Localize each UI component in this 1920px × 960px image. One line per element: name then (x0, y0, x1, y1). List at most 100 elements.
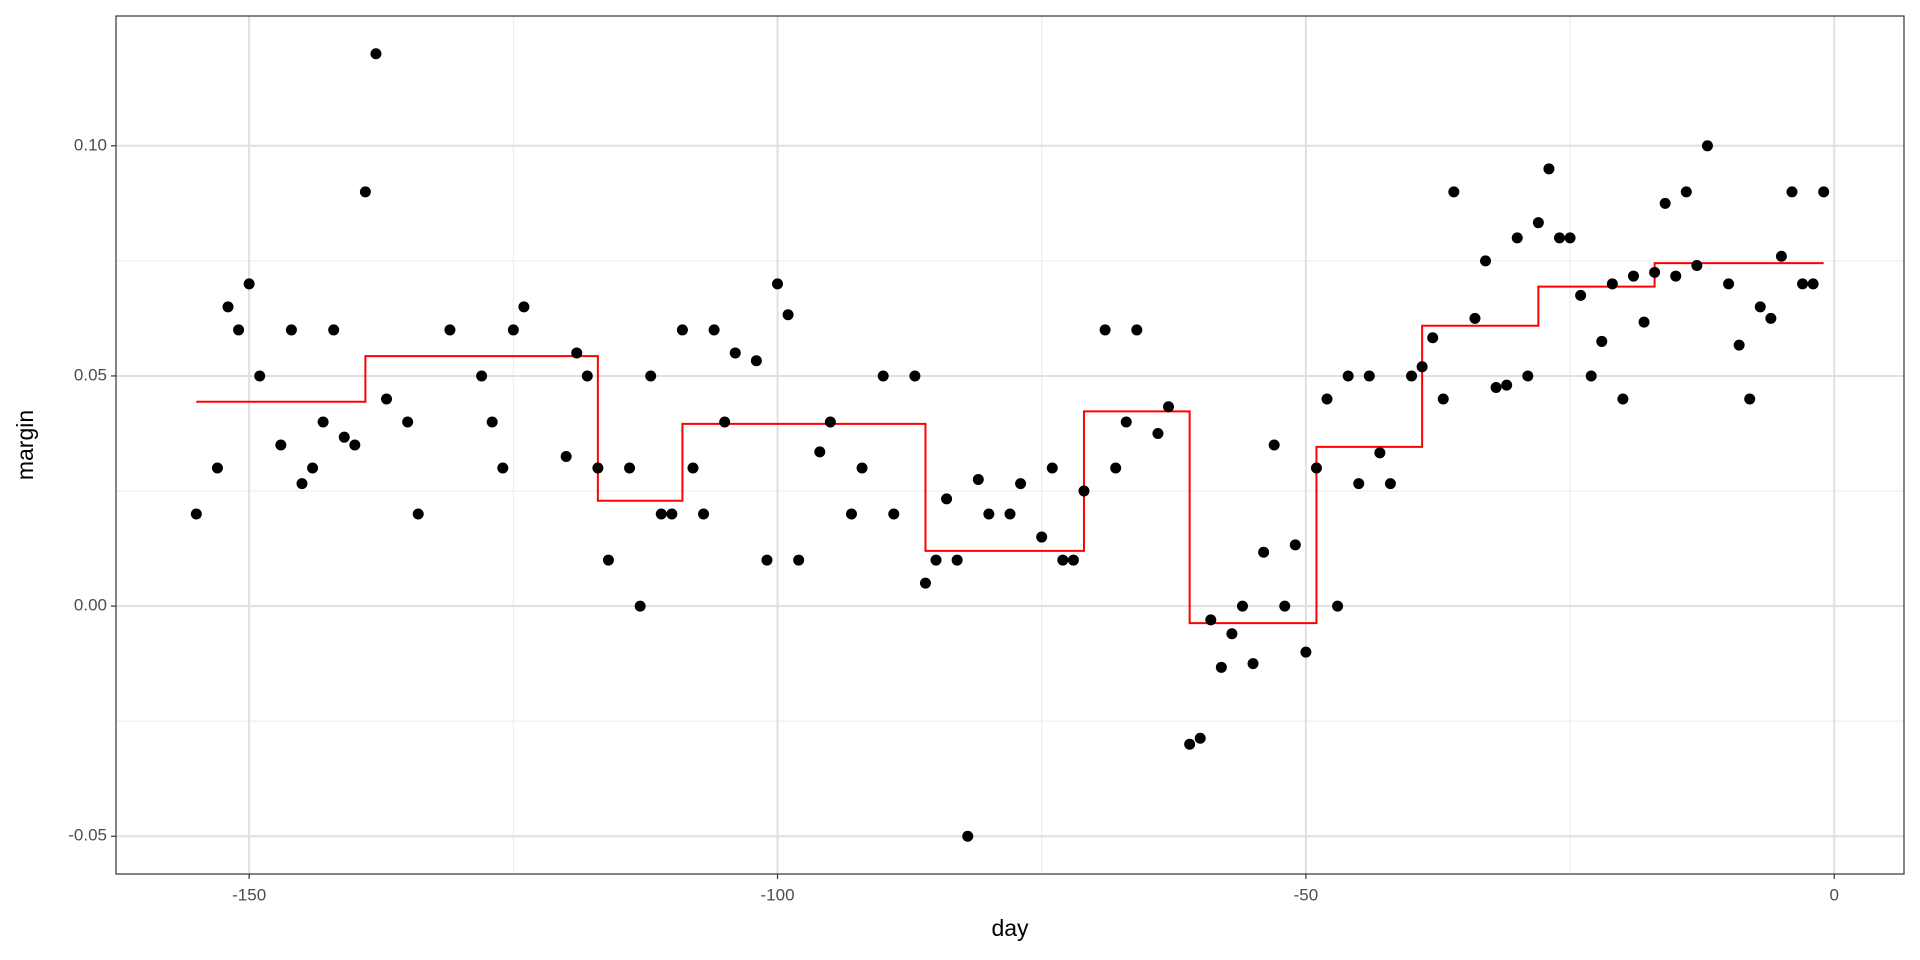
point (1067, 554, 1079, 566)
point (602, 554, 614, 566)
point (412, 508, 424, 520)
point (856, 462, 868, 474)
x-tick-label: -100 (761, 885, 795, 904)
point (1448, 186, 1460, 198)
point (1606, 278, 1618, 290)
point (1511, 232, 1523, 244)
point (349, 439, 361, 451)
point (1321, 393, 1333, 405)
point (243, 278, 255, 290)
point (698, 508, 710, 520)
point (1279, 600, 1291, 612)
point (317, 416, 329, 428)
point (233, 324, 245, 336)
point (962, 830, 974, 842)
point (571, 347, 583, 359)
point (941, 493, 953, 505)
point (211, 462, 223, 474)
point (1564, 232, 1576, 244)
point (1184, 738, 1196, 750)
point (1733, 339, 1745, 351)
point (750, 355, 762, 367)
point (708, 324, 720, 336)
point (1480, 255, 1492, 267)
point (1744, 393, 1756, 405)
point (1596, 335, 1608, 347)
point (729, 347, 741, 359)
point (824, 416, 836, 428)
y-axis-title: margin (12, 410, 38, 480)
point (1543, 163, 1555, 175)
point (1617, 393, 1629, 405)
point (1258, 546, 1270, 558)
point (1015, 478, 1027, 490)
point (1575, 289, 1587, 301)
point (1194, 732, 1206, 744)
labels: -150 -100 -50 0 -0.05 0.00 0.05 0.10 (68, 135, 1839, 904)
point (909, 370, 921, 382)
point (1638, 316, 1650, 328)
point (1437, 393, 1449, 405)
y-tick-label: -0.05 (68, 826, 107, 845)
point (285, 324, 297, 336)
x-tick-label: 0 (1830, 885, 1839, 904)
point (1691, 259, 1703, 271)
point (919, 577, 931, 589)
point (1701, 140, 1713, 152)
point (1532, 217, 1544, 229)
point (1215, 661, 1227, 673)
point (1469, 312, 1481, 324)
point (1522, 370, 1534, 382)
point (772, 278, 784, 290)
point (1205, 614, 1217, 626)
point (476, 370, 488, 382)
point (581, 370, 593, 382)
point (1384, 478, 1396, 490)
y-tick-label: 0.00 (74, 596, 107, 615)
point (1490, 381, 1502, 393)
point (1765, 312, 1777, 324)
point (381, 393, 393, 405)
point (1152, 427, 1164, 439)
point (1627, 270, 1639, 282)
point (624, 462, 636, 474)
marks (190, 48, 1830, 842)
point (1807, 278, 1819, 290)
point (1754, 301, 1766, 313)
point (1818, 186, 1830, 198)
point (930, 554, 942, 566)
point (687, 462, 699, 474)
point (296, 478, 308, 490)
point (1786, 186, 1798, 198)
point (1585, 370, 1597, 382)
point (359, 186, 371, 198)
x-tick-label: -50 (1294, 885, 1319, 904)
point (719, 416, 731, 428)
point (1057, 554, 1069, 566)
point (1723, 278, 1735, 290)
point (1342, 370, 1354, 382)
point (1332, 600, 1344, 612)
point (518, 301, 530, 313)
point (1110, 462, 1122, 474)
point (951, 554, 963, 566)
point (1310, 462, 1322, 474)
point (1163, 401, 1175, 413)
point (1797, 278, 1809, 290)
point (1226, 628, 1238, 640)
point (1554, 232, 1566, 244)
point (370, 48, 382, 60)
point (1670, 270, 1682, 282)
point (444, 324, 456, 336)
point (888, 508, 900, 520)
point (1120, 416, 1132, 428)
point (1046, 462, 1058, 474)
point (666, 508, 678, 520)
y-tick-label: 0.10 (74, 135, 107, 154)
point (592, 462, 604, 474)
point (222, 301, 234, 313)
point (307, 462, 319, 474)
point (1078, 485, 1090, 497)
